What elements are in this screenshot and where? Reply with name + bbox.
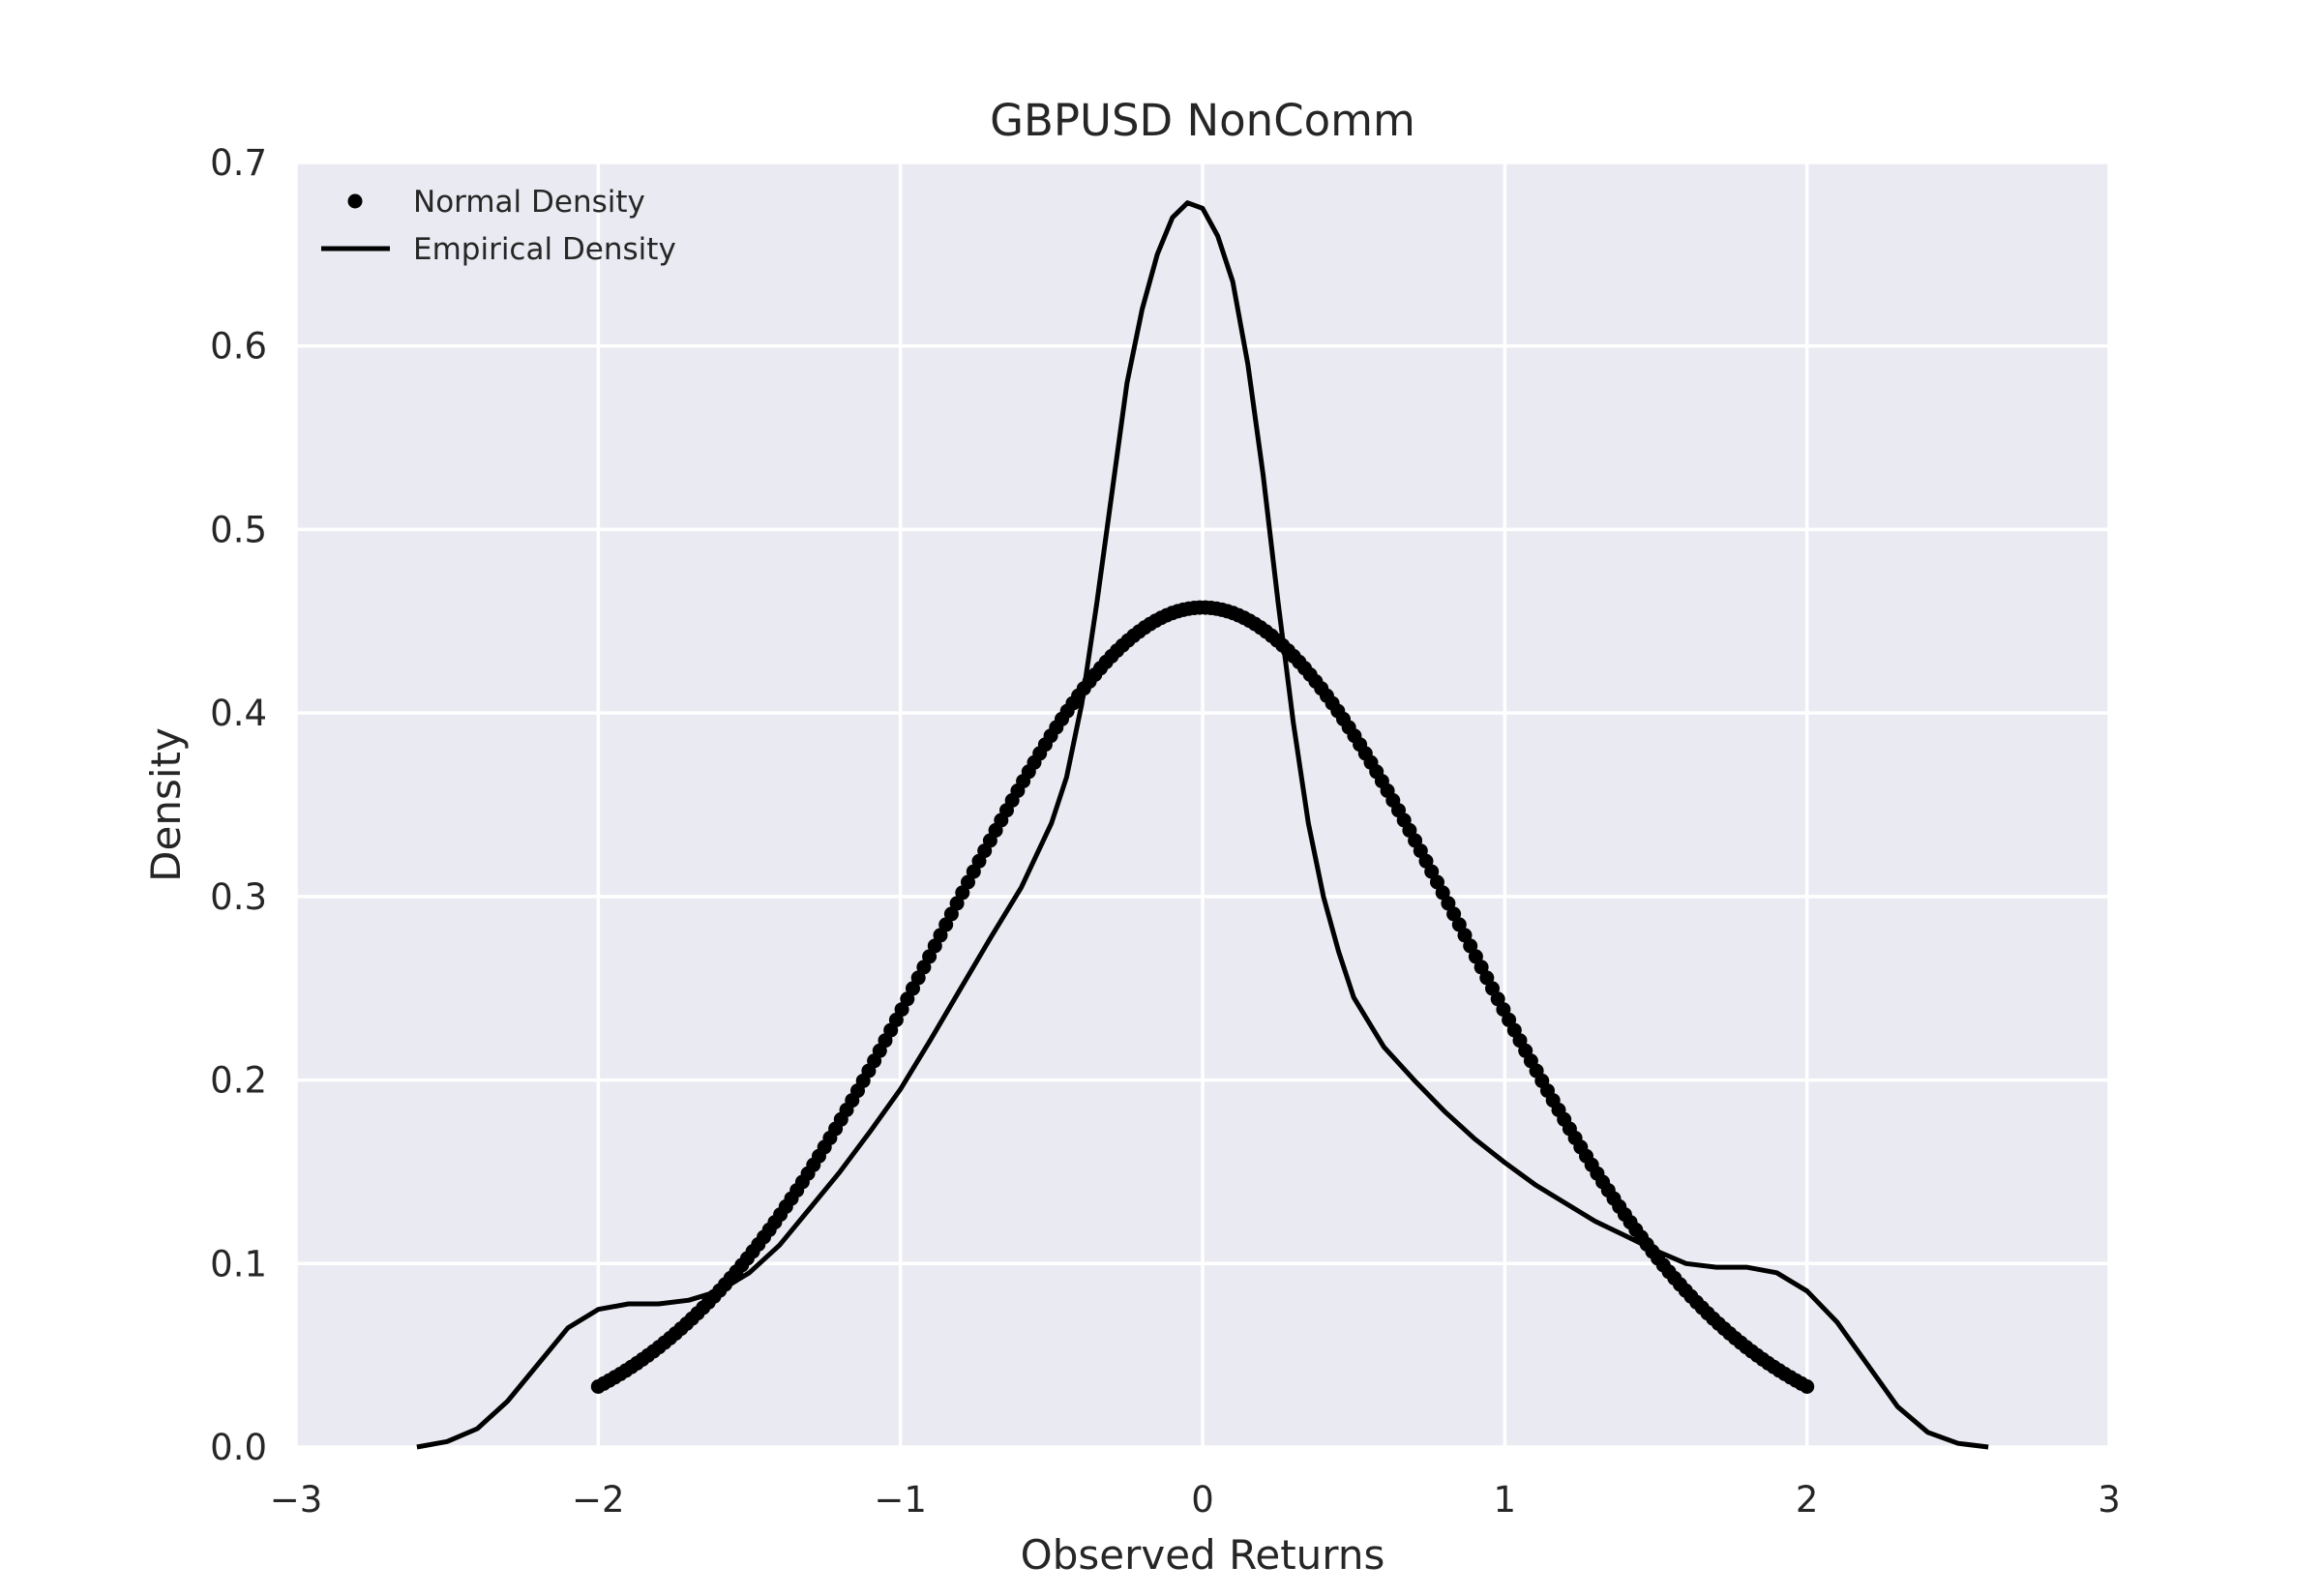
y-tick-label: 0.3 (210, 876, 267, 918)
normal-density-point (1463, 938, 1478, 954)
normal-density-point (922, 949, 938, 964)
normal-density-point (933, 928, 948, 943)
normal-density-point (943, 906, 959, 922)
normal-density-point (1800, 1379, 1815, 1394)
normal-density-point (1441, 896, 1456, 911)
legend-label-empirical-density: Empirical Density (413, 232, 676, 267)
normal-density-point (1435, 885, 1450, 901)
normal-density-series (590, 600, 1815, 1394)
legend-marker-normal-density (347, 193, 363, 209)
legend: Normal Density Empirical Density (321, 185, 676, 267)
normal-density-point (1479, 970, 1495, 986)
x-tick-label: −1 (874, 1479, 927, 1521)
x-tick-label: 1 (1494, 1479, 1517, 1521)
normal-density-point (1474, 960, 1489, 975)
y-tick-label: 0.1 (210, 1243, 267, 1285)
chart-title: GBPUSD NonComm (990, 95, 1415, 146)
y-axis-label: Density (142, 727, 190, 882)
x-tick-label: 3 (2098, 1479, 2121, 1521)
normal-density-point (910, 970, 926, 986)
y-tick-label: 0.7 (210, 142, 267, 184)
y-tick-label: 0.2 (210, 1060, 267, 1102)
x-tick-label: 0 (1191, 1479, 1214, 1521)
y-tick-label: 0.6 (210, 326, 267, 368)
x-tick-label: −2 (572, 1479, 625, 1521)
normal-density-point (1457, 928, 1473, 943)
y-tick-label: 0.4 (210, 693, 267, 734)
x-axis: −3 −2 −1 0 1 2 3 (270, 1479, 2121, 1521)
y-axis: 0.0 0.1 0.2 0.3 0.4 0.5 0.6 0.7 (210, 142, 267, 1468)
x-tick-label: 2 (1796, 1479, 1819, 1521)
normal-density-point (916, 960, 932, 975)
x-tick-label: −3 (270, 1479, 323, 1521)
y-tick-label: 0.0 (210, 1427, 267, 1468)
normal-density-point (927, 938, 942, 954)
normal-density-point (949, 896, 965, 911)
normal-density-point (938, 917, 954, 932)
x-axis-label: Observed Returns (1021, 1531, 1385, 1579)
y-tick-label: 0.5 (210, 509, 267, 550)
normal-density-point (1451, 917, 1467, 932)
normal-density-point (906, 981, 920, 996)
normal-density-point (1446, 906, 1462, 922)
grid (294, 161, 2111, 1449)
legend-label-normal-density: Normal Density (413, 185, 645, 220)
normal-density-point (1468, 949, 1483, 964)
